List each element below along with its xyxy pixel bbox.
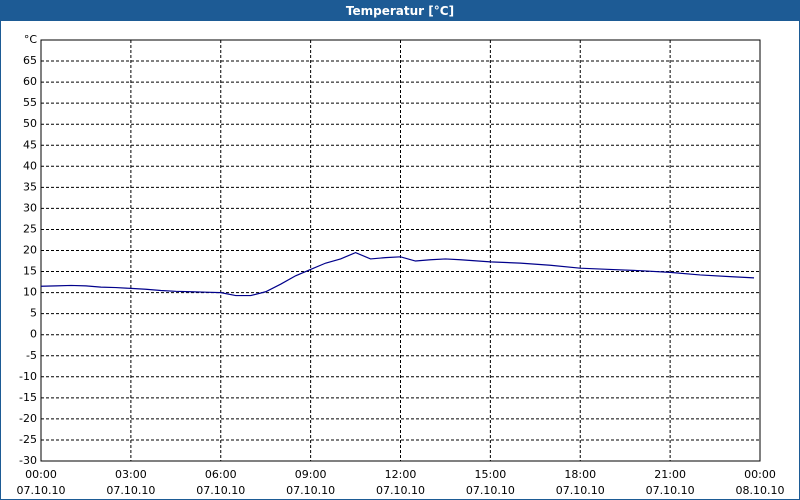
x-tick-date: 07.10.10 [466,484,515,497]
y-tick-label: 5 [30,307,37,320]
y-tick-label: 0 [30,328,37,341]
y-tick-label: -25 [19,433,37,446]
y-tick-label: -30 [19,454,37,467]
data-line [40,251,755,297]
y-tick-label: °C [24,33,38,46]
x-tick-date: 07.10.10 [286,484,335,497]
y-tick-label: -5 [26,349,37,362]
y-tick-label: 45 [23,138,37,151]
title-bar: Temperatur [°C] [1,1,799,21]
x-tick-label: 09:00 [295,468,327,481]
x-tick-label: 21:00 [654,468,686,481]
x-tick-label: 03:00 [115,468,147,481]
y-tick-label: 15 [23,265,37,278]
x-tick-label: 15:00 [475,468,507,481]
x-tick-date: 07.10.10 [196,484,245,497]
x-tick-date: 07.10.10 [556,484,605,497]
y-tick-label: 35 [23,180,37,193]
y-tick-label: -10 [19,370,37,383]
x-tick-date: 08.10.10 [736,484,785,497]
y-tick-label: 25 [23,222,37,235]
x-tick-label: 18:00 [564,468,596,481]
y-tick-label: 60 [23,75,37,88]
y-tick-label: 20 [23,244,37,257]
y-tick-label: 65 [23,54,37,67]
y-tick-label: 30 [23,201,37,214]
x-tick-date: 07.10.10 [646,484,695,497]
x-tick-label: 00:00 [25,468,57,481]
x-tick-label: 06:00 [205,468,237,481]
y-tick-label: -15 [19,391,37,404]
x-tick-label: 00:00 [744,468,776,481]
x-tick-label: 12:00 [385,468,417,481]
y-tick-label: 10 [23,286,37,299]
x-tick-date: 07.10.10 [106,484,155,497]
y-tick-label: -20 [19,412,37,425]
x-tick-date: 07.10.10 [17,484,66,497]
y-tick-label: 55 [23,96,37,109]
x-tick-date: 07.10.10 [376,484,425,497]
y-tick-label: 40 [23,159,37,172]
y-tick-label: 50 [23,117,37,130]
